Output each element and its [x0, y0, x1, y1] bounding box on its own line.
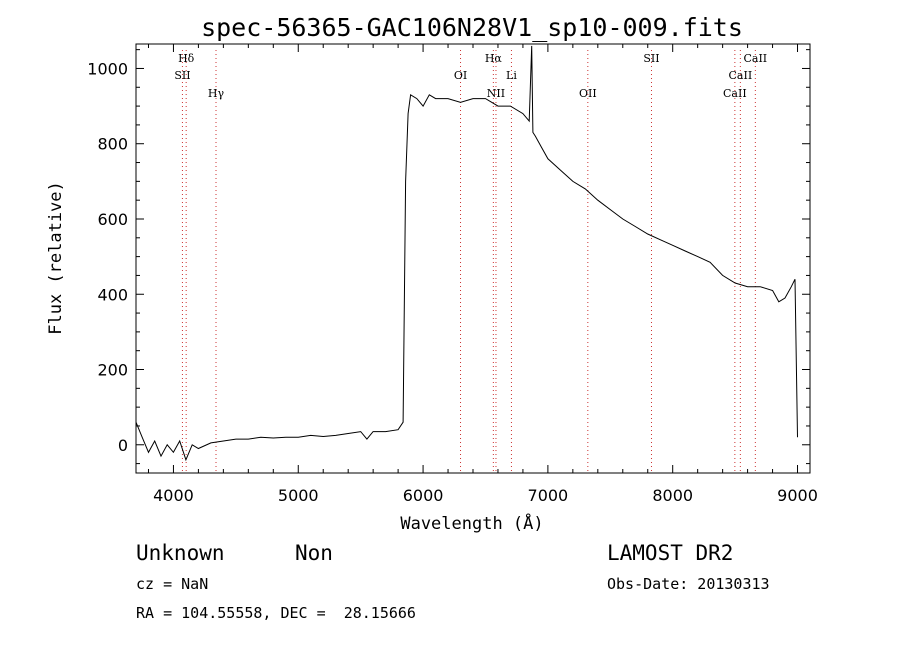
line-label-5: Li — [506, 69, 517, 82]
line-label-3: OI — [454, 69, 467, 82]
line-label-9: CaII — [743, 52, 767, 65]
x-tick-label-0: 4000 — [153, 486, 194, 505]
y-tick-label-1: 200 — [97, 361, 128, 380]
y-tick-label-0: 0 — [118, 436, 128, 455]
axis-ticks: 4000 5000 6000 7000 8000 9000 0 200 400 600 800 100… — [87, 44, 818, 505]
x-tick-label-3: 7000 — [528, 486, 569, 505]
y-tick-label-5: 1000 — [87, 59, 128, 78]
object-subclass: Non — [295, 541, 333, 565]
line-label-0: Hδ — [178, 52, 195, 65]
plot-frame — [135, 43, 811, 474]
observation-date: Obs-Date: 20130313 — [607, 575, 770, 593]
spectrum-series — [135, 45, 798, 462]
x-tick-label-1: 5000 — [278, 486, 319, 505]
y-tick-label-3: 600 — [97, 210, 128, 229]
line-label-8: SII — [643, 52, 659, 65]
redshift-value: cz = NaN — [136, 575, 209, 593]
x-tick-label-5: 9000 — [777, 486, 818, 505]
y-tick-label-2: 400 — [97, 285, 128, 304]
line-label-7: OII — [579, 87, 597, 100]
y-axis-label: Flux (relative) — [46, 181, 66, 335]
line-label-10: CaII — [729, 69, 753, 82]
spectrum-line-0 — [135, 45, 798, 462]
x-axis-label: Wavelength (Å) — [400, 512, 543, 534]
line-label-4: Hα — [485, 52, 503, 65]
x-tick-label-2: 6000 — [403, 486, 444, 505]
object-class: Unknown — [136, 541, 225, 565]
y-tick-label-4: 800 — [97, 135, 128, 154]
spectral-line-markers — [181, 50, 756, 473]
line-label-6: NII — [487, 87, 505, 100]
x-tick-label-4: 8000 — [652, 486, 693, 505]
survey-name: LAMOST DR2 — [607, 541, 734, 565]
chart-title: spec-56365-GAC106N28V1_sp10-009.fits — [201, 13, 743, 42]
line-label-1: SII — [174, 69, 190, 82]
line-label-2: Hγ — [208, 87, 225, 100]
line-label-11: CaII — [723, 87, 747, 100]
coordinates: RA = 104.55558, DEC = 28.15666 — [136, 604, 416, 622]
